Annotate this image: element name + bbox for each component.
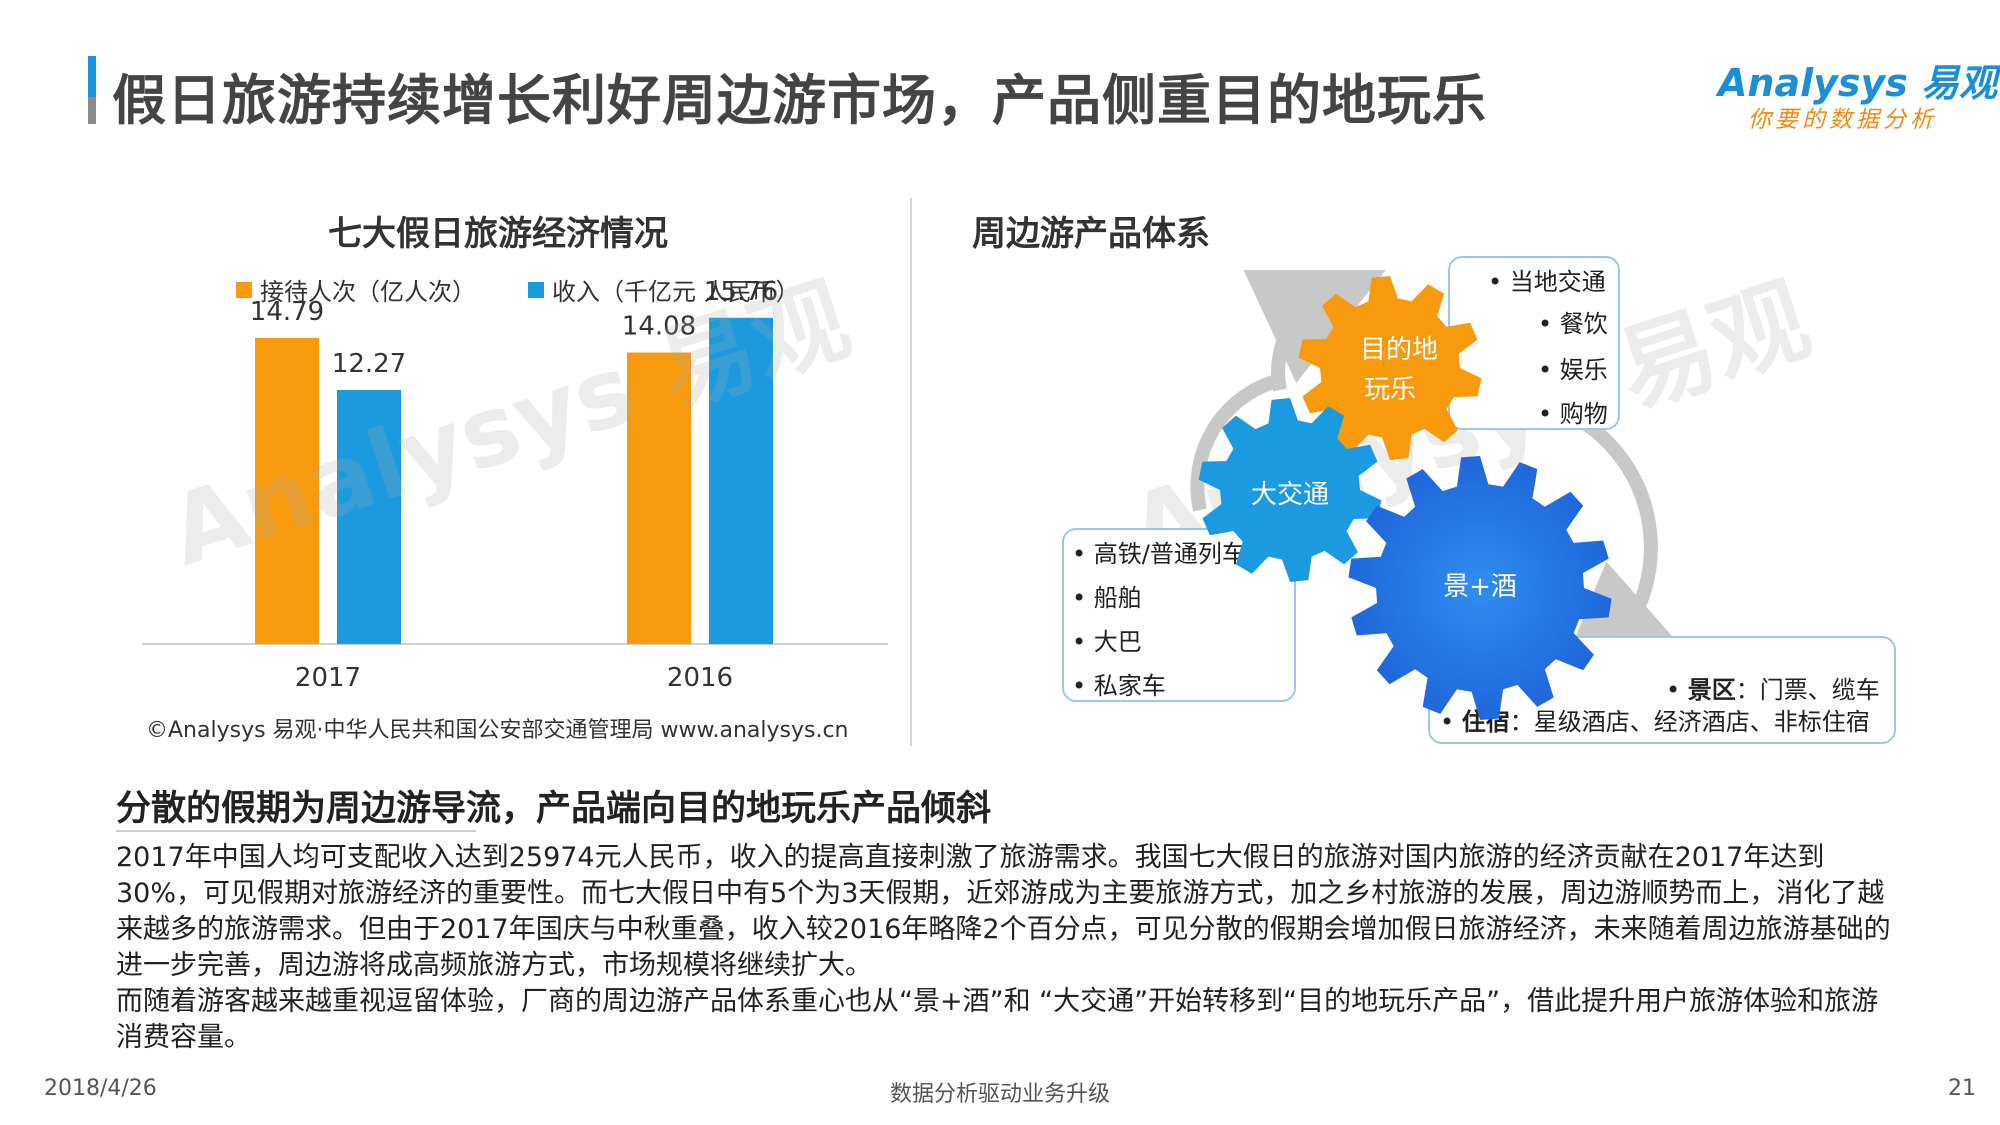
data-label: 15.76: [704, 277, 778, 307]
legend-swatch-blue: [528, 281, 544, 298]
gear-cyan: [1198, 398, 1382, 582]
chart-source: ©Analysys 易观·中华人民共和国公安部交通管理局 www.analysy…: [146, 718, 849, 743]
list-item: • 娱乐: [1538, 356, 1608, 384]
data-label: 14.79: [250, 297, 324, 327]
list-item: • 餐饮: [1538, 310, 1608, 338]
gear-blue-label: 景+酒: [1443, 572, 1517, 602]
bar-chart: 14.79 12.27 2017 14.08 15.76 2016: [142, 277, 888, 693]
list-item: • 高铁/普通列车: [1072, 540, 1246, 568]
list-item: • 大巴: [1072, 628, 1142, 656]
bullet: •: [1666, 676, 1681, 704]
summary-underline: [116, 830, 476, 832]
data-label: 12.27: [332, 349, 406, 379]
footer-slogan: 数据分析驱动业务升级: [890, 1082, 1111, 1107]
scenic-line: • 景区：门票、缆车: [1666, 670, 1880, 705]
page-number: 21: [1948, 1076, 1976, 1101]
scenic-label: 景区: [1687, 676, 1736, 704]
bar-2017-series-0: [255, 337, 319, 644]
list-item: • 私家车: [1072, 672, 1166, 700]
diagram-title: 周边游产品体系: [972, 214, 1210, 254]
list-item: • 当地交通: [1488, 268, 1606, 296]
summary-paragraph-2: 而随着游客越来越重视逗留体验，厂商的周边游产品体系重心也从“景+酒”和 “大交通…: [116, 986, 1879, 1053]
gear-cyan-label: 大交通: [1250, 480, 1329, 510]
x-tick-label: 2017: [295, 663, 361, 693]
section-divider: [910, 198, 912, 746]
legend-swatch-orange: [236, 281, 252, 298]
legend-item-visitors: 接待人次（亿人次）: [236, 272, 476, 307]
gear-icon: [1298, 276, 1482, 460]
gear-orange: [1298, 276, 1482, 460]
bar-2017-series-1: [337, 390, 401, 644]
list-item: • 购物: [1538, 400, 1608, 428]
bullet: •: [1440, 708, 1455, 736]
data-label: 14.08: [622, 312, 696, 342]
gear-orange-label: 目的地 玩乐: [1360, 330, 1439, 410]
list-item: • 船舶: [1072, 584, 1142, 612]
bar-2016-series-1: [709, 317, 773, 644]
page-title: 假日旅游持续增长利好周边游市场，产品侧重目的地玩乐: [112, 69, 1487, 132]
cycle-arrows: [1190, 270, 1699, 707]
bar-2016-series-0: [627, 352, 691, 644]
legend-label-visitors: 接待人次（亿人次）: [260, 278, 476, 306]
brand-logo: Analysys 易观: [1718, 61, 1998, 105]
scenic-text: ：门票、缆车: [1735, 676, 1880, 704]
summary-heading: 分散的假期为周边游导流，产品端向目的地玩乐产品倾斜: [116, 789, 992, 829]
summary-paragraph-1: 2017年中国人均可支配收入达到25974元人民币，收入的提高直接刺激了旅游需求…: [116, 842, 1891, 981]
gear-orange-line2: 玩乐: [1363, 375, 1416, 405]
gear-blue: [1348, 456, 1612, 720]
hotel-line: • 住宿：星级酒店、经济酒店、非标住宿: [1440, 702, 1870, 737]
title-accent-bar: [88, 56, 96, 124]
legend-item-revenue: 收入（千亿元 人民币）: [528, 272, 800, 307]
gear-icon: [1348, 456, 1612, 720]
hotel-text: ：星级酒店、经济酒店、非标住宿: [1509, 708, 1870, 736]
summary-text: 2017年中国人均可支配收入达到25974元人民币，收入的提高直接刺激了旅游需求…: [116, 840, 1896, 1056]
gear-icon: [1198, 398, 1382, 582]
destination-items-box: [1448, 256, 1620, 430]
footer-date: 2018/4/26: [44, 1076, 157, 1101]
gear-orange-line1: 目的地: [1360, 335, 1439, 365]
legend-label-revenue: 收入（千亿元 人民币）: [552, 278, 800, 306]
chart-title: 七大假日旅游经济情况: [328, 214, 668, 254]
brand-slogan: 你要的数据分析: [1748, 107, 1937, 133]
x-tick-label: 2016: [667, 663, 733, 693]
